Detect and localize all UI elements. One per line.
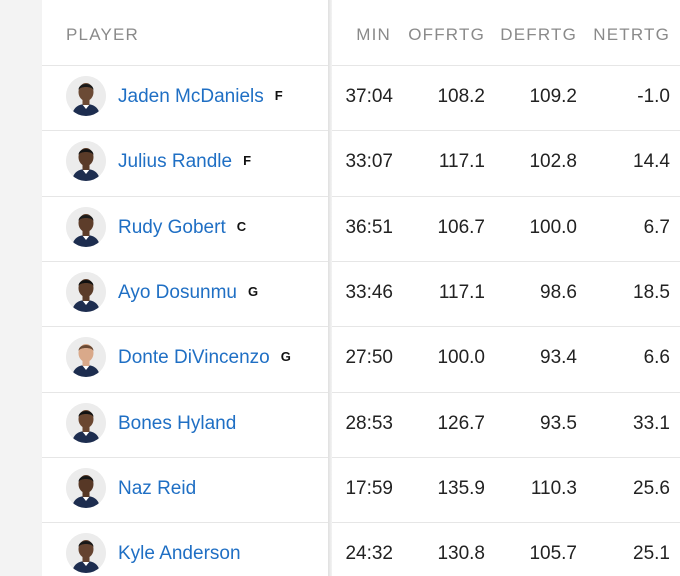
- stat-netrtg: 33.1: [633, 412, 670, 434]
- stat-netrtg: 18.5: [633, 281, 670, 303]
- left-gutter: [0, 0, 42, 576]
- stats-columns[interactable]: [332, 0, 680, 576]
- player-name-link[interactable]: Naz Reid: [118, 478, 207, 500]
- stat-min: 33:46: [345, 281, 393, 303]
- header-defrtg[interactable]: DEFRTG: [500, 25, 577, 44]
- stat-offrtg: 117.1: [438, 151, 485, 173]
- stat-min: 27:50: [345, 347, 393, 369]
- table-row[interactable]: Rudy Gobert C 36:51 106.7 100.0 6.7: [0, 195, 680, 261]
- row-divider: [42, 391, 328, 393]
- player-position: F: [274, 88, 283, 103]
- table-row[interactable]: Kyle Anderson 24:32 130.8 105.7 25.1: [0, 522, 680, 576]
- row-divider: [42, 456, 328, 458]
- stat-defrtg: 102.8: [529, 151, 577, 173]
- player-position: C: [236, 218, 247, 234]
- table-header: PLAYER MIN OFFRTG DEFRTG NETRTG: [0, 0, 680, 65]
- row-divider: [332, 522, 680, 524]
- player-position: G: [248, 283, 259, 299]
- player-headshot-icon[interactable]: [66, 533, 106, 574]
- stat-defrtg: 110.3: [530, 477, 577, 499]
- stat-defrtg: 105.7: [529, 543, 577, 565]
- row-divider: [332, 326, 680, 328]
- player-name-link[interactable]: Jaden McDaniels F: [118, 86, 283, 108]
- stat-netrtg: 6.7: [643, 216, 670, 238]
- stat-min: 24:32: [345, 543, 393, 565]
- player-name[interactable]: Naz Reid: [118, 477, 197, 499]
- stat-min: 33:07: [345, 151, 393, 173]
- row-divider: [42, 65, 328, 66]
- stat-offrtg: 108.2: [437, 86, 485, 107]
- player-name-link[interactable]: Julius Randle F: [118, 151, 251, 173]
- stat-offrtg: 117.1: [438, 281, 485, 303]
- table-row[interactable]: Naz Reid 17:59 135.9 110.3 25.6: [0, 456, 680, 522]
- row-divider: [332, 391, 680, 393]
- stat-defrtg: 109.2: [529, 86, 577, 107]
- row-divider: [42, 260, 328, 262]
- player-name-link[interactable]: Donte DiVincenzo G: [118, 347, 291, 369]
- stat-netrtg: -1.0: [637, 86, 670, 107]
- row-divider: [332, 456, 680, 458]
- stat-defrtg: 98.6: [540, 281, 577, 303]
- player-name[interactable]: Rudy Gobert: [118, 216, 226, 238]
- row-divider: [42, 522, 328, 524]
- player-name-link[interactable]: Rudy Gobert C: [118, 217, 246, 239]
- stat-min: 28:53: [345, 412, 393, 434]
- player-headshot-icon[interactable]: [66, 206, 106, 247]
- header-player[interactable]: PLAYER: [66, 25, 140, 44]
- row-divider: [332, 195, 680, 197]
- header-min[interactable]: MIN: [356, 25, 391, 44]
- row-divider: [332, 130, 680, 132]
- stat-defrtg: 100.0: [529, 216, 577, 238]
- player-name[interactable]: Ayo Dosunmu: [118, 281, 237, 303]
- player-name-link[interactable]: Ayo Dosunmu G: [118, 282, 258, 304]
- stat-min: 36:51: [345, 216, 393, 238]
- player-name[interactable]: Donte DiVincenzo: [118, 347, 270, 369]
- player-headshot-icon[interactable]: [66, 402, 106, 443]
- player-headshot-icon[interactable]: [66, 141, 106, 182]
- header-netrtg[interactable]: NETRTG: [593, 25, 670, 44]
- stat-offrtg: 106.7: [437, 216, 485, 238]
- player-position: G: [280, 349, 291, 365]
- stat-netrtg: 25.1: [633, 543, 670, 565]
- player-headshot-icon[interactable]: [66, 467, 106, 508]
- table-row[interactable]: Donte DiVincenzo G 27:50 100.0 93.4 6.6: [0, 326, 680, 391]
- stat-offrtg: 126.7: [437, 412, 485, 434]
- player-name-link[interactable]: Kyle Anderson: [118, 543, 252, 565]
- player-name-link[interactable]: Bones Hyland: [118, 413, 247, 435]
- player-headshot-icon[interactable]: [66, 337, 106, 378]
- stat-min: 37:04: [345, 86, 393, 107]
- stat-netrtg: 14.4: [633, 151, 670, 173]
- table-row[interactable]: Bones Hyland 28:53 126.7 93.5 33.1: [0, 391, 680, 457]
- stat-netrtg: 6.6: [643, 347, 670, 369]
- table-row[interactable]: Jaden McDaniels F 37:04 108.2 109.2 -1.0: [0, 65, 680, 130]
- player-headshot-icon[interactable]: [66, 76, 106, 116]
- stat-defrtg: 93.4: [540, 347, 577, 369]
- stat-min: 17:59: [345, 477, 393, 499]
- player-name[interactable]: Julius Randle: [118, 151, 233, 173]
- column-divider: [328, 0, 332, 576]
- stat-defrtg: 93.5: [540, 412, 577, 434]
- row-divider: [42, 326, 328, 328]
- stat-offrtg: 100.0: [437, 347, 485, 369]
- player-name[interactable]: Bones Hyland: [118, 412, 237, 434]
- table-row[interactable]: Julius Randle F 33:07 117.1 102.8 14.4: [0, 130, 680, 195]
- stat-offrtg: 130.8: [437, 543, 485, 565]
- player-headshot-icon[interactable]: [66, 271, 106, 312]
- player-position: F: [243, 153, 252, 169]
- row-divider: [332, 65, 680, 66]
- row-divider: [42, 130, 328, 132]
- player-name[interactable]: Jaden McDaniels: [118, 86, 264, 107]
- stat-netrtg: 25.6: [633, 477, 670, 499]
- header-offrtg[interactable]: OFFRTG: [408, 25, 485, 44]
- row-divider: [42, 195, 328, 197]
- row-divider: [332, 260, 680, 262]
- player-name[interactable]: Kyle Anderson: [118, 543, 241, 565]
- table-row[interactable]: Ayo Dosunmu G 33:46 117.1 98.6 18.5: [0, 260, 680, 326]
- stat-offrtg: 135.9: [437, 477, 485, 499]
